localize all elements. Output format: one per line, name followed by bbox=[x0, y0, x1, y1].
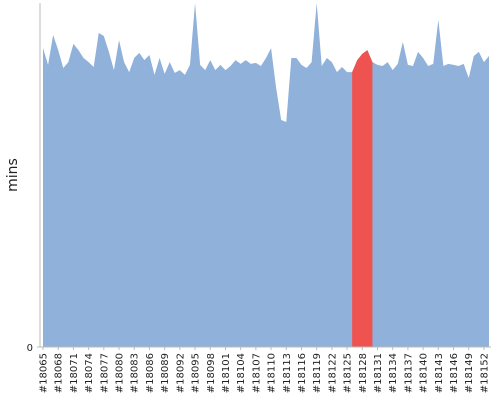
x-tick-label: #18149 bbox=[464, 353, 475, 393]
x-tick-label: #18074 bbox=[84, 353, 95, 393]
x-tick-label: #18086 bbox=[145, 353, 156, 393]
x-tick-label: #18131 bbox=[373, 353, 384, 393]
x-tick-label: #18128 bbox=[358, 353, 369, 393]
x-tick-label: #18146 bbox=[449, 353, 460, 393]
highlight-area bbox=[352, 50, 373, 348]
x-tick-label: #18107 bbox=[251, 353, 262, 393]
x-tick-label: #18083 bbox=[130, 353, 141, 393]
x-tick-label: #18098 bbox=[206, 353, 217, 393]
x-tick-label: #18125 bbox=[343, 353, 354, 393]
x-tick-label: #18101 bbox=[221, 353, 232, 393]
x-tick-label: #18065 bbox=[39, 353, 50, 393]
x-tick-label: #18068 bbox=[54, 353, 65, 393]
x-tick-label: #18077 bbox=[99, 353, 110, 393]
x-tick-label: #18080 bbox=[115, 353, 126, 393]
x-tick-label: #18089 bbox=[160, 353, 171, 393]
x-tick-label: #18095 bbox=[191, 353, 202, 393]
x-tick-label: #18092 bbox=[175, 353, 186, 393]
x-tick-label: #18152 bbox=[479, 353, 490, 393]
y-tick-label: 0 bbox=[27, 343, 33, 354]
x-tick-label: #18104 bbox=[236, 353, 247, 393]
x-tick-label: #18134 bbox=[388, 353, 399, 393]
area bbox=[43, 3, 489, 347]
x-tick-label: #18143 bbox=[434, 353, 445, 393]
x-tick-label: #18140 bbox=[419, 353, 430, 393]
x-tick-label: #18110 bbox=[267, 353, 278, 393]
x-tick-label: #18071 bbox=[69, 353, 80, 393]
x-tick-label: #18119 bbox=[312, 353, 323, 393]
x-tick-label: #18116 bbox=[297, 353, 308, 393]
y-axis-label: mins bbox=[5, 158, 21, 192]
x-tick-label: #18137 bbox=[403, 353, 414, 393]
x-tick-label: #18113 bbox=[282, 353, 293, 393]
x-tick-label: #18122 bbox=[327, 353, 338, 393]
